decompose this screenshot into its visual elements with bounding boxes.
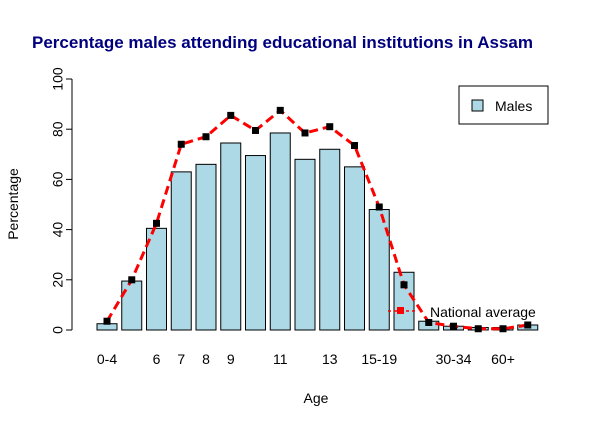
national-average-point-7 — [177, 140, 185, 148]
bar-20-24 — [393, 271, 415, 331]
national-average-annotation: National average — [388, 304, 536, 320]
x-tick-label-8: 8 — [202, 351, 210, 367]
y-tick-label: 60 — [50, 171, 66, 187]
y-axis-title: Percentage — [5, 168, 21, 240]
bar-14 — [344, 166, 365, 331]
x-tick-label-13: 13 — [322, 351, 338, 367]
x-tick-label-11: 11 — [273, 351, 288, 367]
bar-10 — [245, 155, 266, 331]
national-average-point-9 — [227, 111, 235, 119]
bar-6 — [146, 227, 167, 331]
x-tick-label-6: 6 — [153, 351, 161, 367]
legend-swatch-males — [471, 99, 484, 112]
legend: Males — [458, 85, 549, 125]
national-average-point-8 — [202, 133, 210, 141]
x-tick-label-15-19: 15-19 — [361, 351, 397, 367]
national-average-point-10 — [252, 126, 259, 134]
national-average-key-marker — [397, 307, 404, 314]
x-tick-label-9: 9 — [227, 351, 235, 367]
bar-series — [96, 132, 539, 331]
national-average-point-35-59 — [474, 325, 482, 333]
x-tick-label-0-4: 0-4 — [97, 351, 117, 367]
national-average-series — [103, 106, 532, 333]
y-tick-label: 0 — [50, 326, 66, 334]
x-axis-title: Age — [304, 390, 329, 406]
bar-11 — [269, 132, 291, 331]
bar-7 — [170, 171, 192, 331]
y-tick-label: 80 — [50, 121, 66, 137]
national-average-point-11 — [276, 106, 284, 114]
national-average-point-0-4 — [103, 317, 111, 325]
legend-label-males: Males — [495, 98, 532, 114]
bar-8 — [195, 163, 217, 331]
national-average-label: National average — [430, 304, 536, 320]
bar-9 — [220, 142, 242, 331]
y-tick-label: 100 — [50, 67, 66, 91]
national-average-point-15-19 — [375, 203, 383, 211]
x-tick-label-60+: 60+ — [491, 351, 515, 367]
national-average-point-60+ — [499, 325, 507, 333]
y-tick-label: 40 — [50, 222, 66, 238]
x-axis: 0-4 6 7 8 9 11 13 15-19 30-34 60+ — [97, 351, 515, 367]
y-axis: 0 20 40 60 80 100 — [50, 67, 72, 334]
national-average-point-13 — [326, 123, 334, 131]
y-tick-label: 20 — [50, 272, 66, 288]
national-average-point-14 — [351, 142, 358, 150]
national-average-point-25-29 — [425, 318, 433, 326]
national-average-point-NA — [524, 321, 532, 329]
x-tick-label-7: 7 — [177, 351, 185, 367]
national-average-point-20-24 — [400, 281, 408, 289]
national-average-point-6 — [153, 219, 160, 227]
national-average-point-30-34 — [450, 322, 457, 330]
chart-title: Percentage males attending educational i… — [32, 33, 533, 52]
bar-12 — [294, 158, 316, 331]
national-average-line — [105, 108, 528, 331]
bar-5 — [121, 280, 143, 331]
x-tick-label-30-34: 30-34 — [436, 351, 472, 367]
bar-13 — [319, 148, 341, 331]
national-average-point-12 — [301, 129, 309, 137]
national-average-point-5 — [128, 276, 136, 284]
